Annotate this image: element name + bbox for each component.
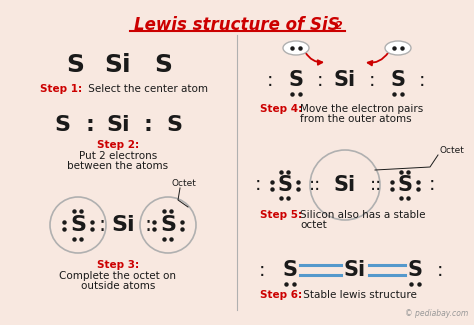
Text: Step 2:: Step 2: [97,140,139,150]
Text: S: S [398,175,412,195]
Text: Step 3:: Step 3: [97,260,139,270]
Text: S: S [70,215,86,235]
Text: S: S [54,115,70,135]
Text: ::: :: [309,176,321,194]
Text: Si: Si [334,70,356,90]
Text: 2: 2 [335,21,343,31]
Ellipse shape [283,41,309,55]
Text: outside atoms: outside atoms [81,281,155,291]
Text: ::: :: [370,176,382,194]
Text: Select the center atom: Select the center atom [85,84,208,94]
Text: S: S [283,260,298,280]
Text: Stable lewis structure: Stable lewis structure [300,290,417,300]
Text: Step 4:: Step 4: [260,104,302,114]
Text: :: : [99,215,106,235]
Text: :: : [419,71,425,89]
Text: Step 6:: Step 6: [260,290,302,300]
Text: Octet: Octet [440,146,465,155]
Text: Complete the octet on: Complete the octet on [60,271,176,281]
Text: S: S [160,215,176,235]
Text: Lewis structure of SiS: Lewis structure of SiS [134,16,340,34]
Text: S: S [289,70,303,90]
Text: :: : [437,261,443,280]
Text: Silicon also has a stable: Silicon also has a stable [300,210,426,220]
Text: S: S [166,115,182,135]
Text: S: S [66,53,84,77]
Text: :: : [145,215,152,235]
Text: between the atoms: between the atoms [67,161,169,171]
Text: Octet: Octet [172,179,197,188]
Text: Si: Si [105,53,131,77]
Text: :: : [259,261,265,280]
Text: Move the electron pairs: Move the electron pairs [300,104,423,114]
Text: S: S [391,70,405,90]
Text: from the outer atoms: from the outer atoms [300,114,411,124]
Text: :: : [255,176,261,194]
Text: octet: octet [300,220,327,230]
Text: Put 2 electrons: Put 2 electrons [79,151,157,161]
Text: Step 5:: Step 5: [260,210,302,220]
Text: :: : [267,71,273,89]
Text: :: : [144,115,153,135]
Text: Si: Si [106,115,130,135]
Ellipse shape [385,41,411,55]
Text: :: : [429,176,435,194]
Text: © pediabay.com: © pediabay.com [405,309,468,318]
Text: Si: Si [334,175,356,195]
Text: :: : [317,71,323,89]
Text: S: S [154,53,172,77]
Text: :: : [369,71,375,89]
Text: Si: Si [111,215,135,235]
Text: S: S [277,175,292,195]
Text: Si: Si [344,260,366,280]
Text: Step 1:: Step 1: [40,84,82,94]
Text: :: : [86,115,94,135]
Text: S: S [408,260,422,280]
